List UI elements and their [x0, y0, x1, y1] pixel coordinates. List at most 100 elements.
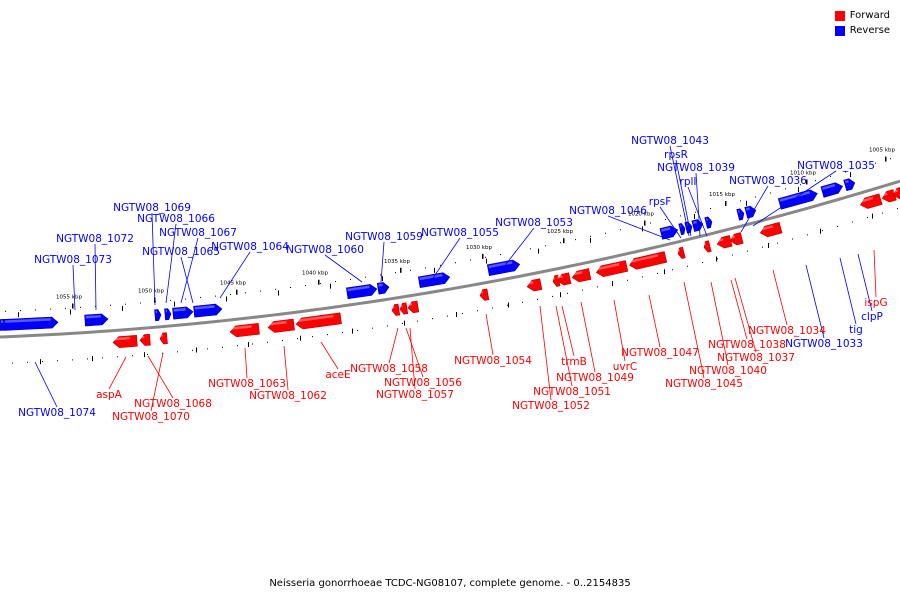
gene-name: NGTW08_1073 [34, 254, 112, 266]
forward-gene[interactable] [859, 193, 883, 211]
forward-gene[interactable] [159, 332, 168, 345]
label-leader [695, 172, 701, 237]
gene-arrow [154, 309, 162, 322]
reverse-gene[interactable] [3, 316, 59, 331]
forward-gene[interactable] [112, 334, 138, 348]
forward-gene[interactable] [628, 251, 668, 271]
forward-gene[interactable] [677, 246, 686, 259]
reverse-gene[interactable] [678, 223, 686, 236]
scale-tick-label: 1015 kbp [709, 192, 735, 198]
gene-highlight [392, 305, 395, 309]
guide-dot [552, 295, 553, 297]
forward-gene[interactable] [552, 274, 561, 287]
reverse-gene[interactable] [193, 303, 223, 318]
gene-label: NGTW08_1068 [134, 355, 212, 410]
forward-gene[interactable] [407, 300, 420, 314]
map-caption: Neisseria gonorrhoeae TCDC-NG08107, comp… [269, 578, 631, 589]
guide-dot [432, 318, 433, 320]
scale-tick-mark [318, 279, 320, 285]
reverse-gene[interactable] [154, 309, 162, 322]
gene-arrow [479, 288, 490, 301]
gene-arrow [267, 318, 295, 333]
forward-gene[interactable] [229, 322, 260, 338]
guide-dot [5, 310, 6, 312]
gene-arrow [172, 306, 194, 320]
guide-dot [798, 186, 799, 192]
forward-gene[interactable] [716, 235, 733, 249]
gene-arrow-body [376, 282, 390, 295]
reverse-gene[interactable] [744, 205, 757, 219]
forward-gene[interactable] [139, 333, 151, 346]
reverse-gene[interactable] [704, 216, 713, 229]
backbone-line [0, 179, 900, 339]
guide-dot [147, 353, 148, 355]
reverse-gene[interactable] [820, 181, 844, 198]
reverse-gene[interactable] [736, 208, 746, 221]
reverse-gene[interactable] [376, 282, 390, 295]
gene-highlight [629, 254, 659, 264]
scale-tick-mark [236, 289, 238, 295]
reverse-gene[interactable] [691, 218, 704, 232]
forward-gene[interactable] [595, 260, 629, 278]
guide-dot [196, 347, 197, 353]
gene-arrow [820, 182, 844, 198]
gene-label: ispG [864, 249, 888, 309]
gene-highlight [113, 336, 130, 341]
guide-dot [35, 309, 36, 311]
forward-gene[interactable] [399, 302, 409, 315]
gene-arrow-body [881, 189, 897, 203]
gene-label: NGTW08_1047 [621, 294, 699, 359]
guide-dot [470, 259, 471, 261]
guide-dot [567, 292, 568, 294]
guide-dot [807, 234, 808, 236]
gene-label: NGTW08_1065 [142, 246, 220, 304]
reverse-gene[interactable] [659, 225, 679, 240]
forward-gene[interactable] [759, 221, 783, 238]
forward-gene[interactable] [391, 303, 401, 316]
gene-name: NGTW08_1065 [142, 246, 220, 258]
guide-dot [305, 285, 306, 287]
gene-label: NGTW08_1043 [631, 135, 709, 237]
forward-gene[interactable] [703, 240, 712, 253]
guide-dot [820, 228, 821, 234]
guide-dot [65, 307, 66, 309]
guide-dot [867, 217, 868, 219]
gene-arrow [229, 322, 260, 338]
guide-dot [657, 272, 658, 274]
gene-name: NGTW08_1040 [689, 365, 767, 377]
forward-gene[interactable] [729, 232, 744, 247]
reverse-gene[interactable] [84, 313, 109, 327]
gene-highlight [347, 285, 370, 292]
label-leader [555, 305, 573, 387]
label-leader [180, 237, 199, 304]
gene-label: rpsR [664, 149, 692, 237]
gene-highlight [693, 220, 698, 225]
forward-gene[interactable] [556, 272, 572, 286]
reverse-gene[interactable] [843, 177, 857, 192]
gene-name: NGTW08_1052 [512, 400, 590, 412]
forward-gene[interactable] [479, 288, 490, 301]
gene-name: NGTW08_1056 [384, 377, 462, 389]
reverse-gene[interactable] [417, 272, 451, 289]
gene-highlight [822, 183, 836, 190]
guide-dot [248, 342, 249, 347]
forward-gene[interactable] [295, 312, 342, 330]
scale-tick-mark [644, 220, 646, 226]
guide-dot [680, 215, 681, 217]
gene-arrow-body [571, 268, 592, 283]
forward-gene[interactable] [881, 189, 897, 204]
reverse-gene[interactable] [164, 308, 172, 321]
gene-label: NGTW08_1037 [717, 277, 795, 364]
forward-gene[interactable] [571, 268, 592, 283]
forward-gene[interactable] [526, 278, 543, 293]
gene-arrow-body [112, 334, 138, 348]
forward-gene[interactable] [267, 318, 295, 333]
gene-arrow-body [677, 246, 686, 259]
gene-name: NGTW08_1045 [665, 378, 743, 390]
guide-dot [664, 269, 665, 275]
gene-arrow-body [159, 332, 168, 345]
reverse-gene[interactable] [346, 284, 378, 300]
reverse-gene[interactable] [172, 306, 194, 320]
label-leader [613, 299, 626, 362]
